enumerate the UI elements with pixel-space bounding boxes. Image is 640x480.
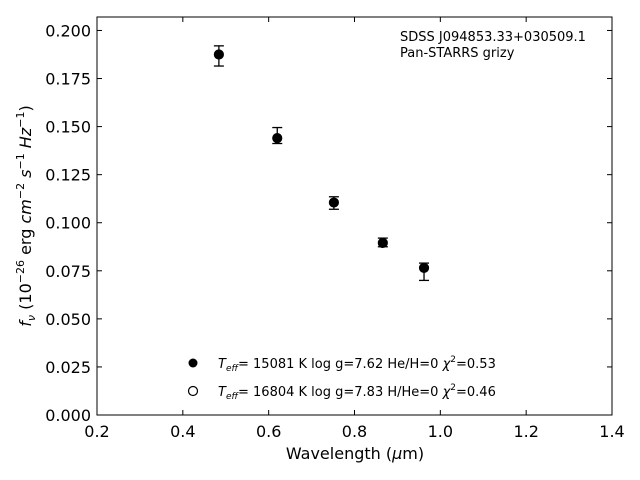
y-tick-label: 0.150 — [45, 118, 91, 137]
data-point — [328, 197, 339, 208]
y-tick-label: 0.000 — [45, 406, 91, 425]
y-tick-label: 0.100 — [45, 214, 91, 233]
y-tick-label: 0.075 — [45, 262, 91, 281]
x-tick-label: 0.4 — [170, 422, 195, 441]
x-tick-label: 0.6 — [256, 422, 281, 441]
data-point — [213, 49, 224, 60]
y-tick-label: 0.200 — [45, 21, 91, 40]
annotation-line-2: Pan-STARRS grizy — [400, 46, 515, 61]
data-points — [213, 45, 430, 282]
plot-frame — [96, 16, 613, 416]
legend-label-2: Teff= 16804 K log g=7.83 H/He=0 χ2=0.46 — [218, 383, 496, 402]
x-tick-label: 1.4 — [599, 422, 624, 441]
y-tick-label: 0.125 — [45, 166, 91, 185]
annotation-line-1: SDSS J094853.33+030509.1 — [400, 30, 586, 45]
legend: Teff= 15081 K log g=7.62 He/H=0 χ2=0.53 … — [187, 355, 496, 402]
legend-label-1: Teff= 15081 K log g=7.62 He/H=0 χ2=0.53 — [218, 355, 496, 374]
y-tick-label: 0.175 — [45, 70, 91, 89]
data-point — [272, 133, 283, 144]
axis-ticks: 0.2 0.4 0.6 0.8 1.0 1.2 1.4 0.000 0.025 0.050 0.07… — [45, 17, 625, 441]
legend-marker-filled — [188, 358, 198, 368]
y-tick-label: 0.025 — [45, 358, 91, 377]
x-axis-label: Wavelength (μm) — [286, 444, 424, 463]
y-tick-label: 0.050 — [45, 310, 91, 329]
x-tick-label: 0.8 — [342, 422, 367, 441]
y-axis-label: fν (10−26 erg cm−2 s−1 Hz−1) — [14, 105, 38, 326]
data-point — [377, 237, 388, 249]
data-point — [418, 262, 430, 274]
x-tick-label: 1.0 — [428, 422, 453, 441]
legend-marker-open — [187, 385, 199, 397]
x-tick-label: 0.2 — [84, 422, 109, 441]
x-tick-label: 1.2 — [513, 422, 538, 441]
